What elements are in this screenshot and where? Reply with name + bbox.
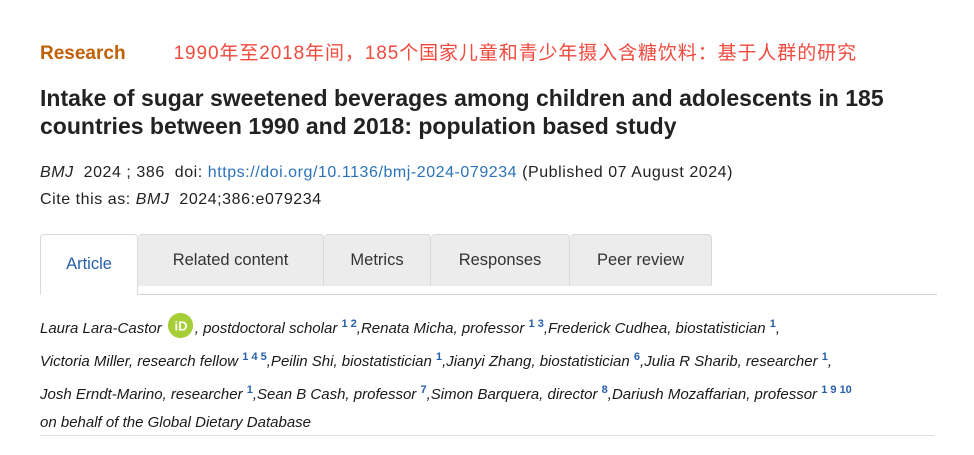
svg-text:iD: iD	[174, 318, 187, 333]
